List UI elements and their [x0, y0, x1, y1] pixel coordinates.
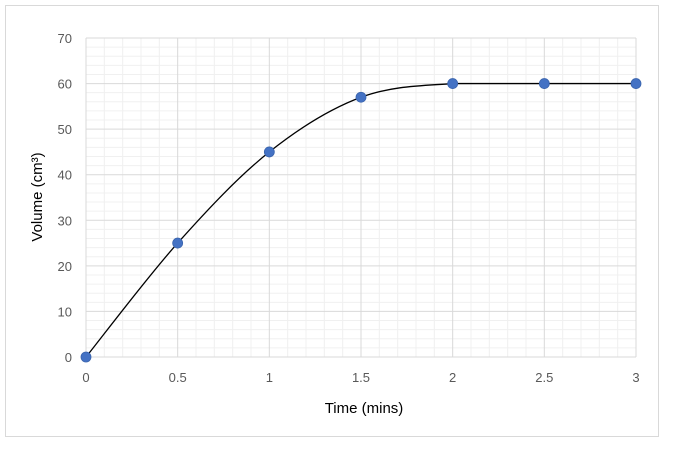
data-point — [172, 237, 184, 249]
points-layer — [80, 78, 642, 363]
x-tick-labels: 0 0.5 1 1.5 2 2.5 3 — [82, 370, 639, 385]
y-tick-label: 0 — [65, 350, 72, 365]
data-point — [447, 78, 459, 89]
y-tick-label: 30 — [58, 213, 72, 228]
y-tick-label: 10 — [58, 304, 72, 319]
x-tick-label: 2.5 — [535, 370, 553, 385]
x-tick-label: 2 — [449, 370, 456, 385]
data-point — [355, 91, 367, 103]
data-point — [538, 78, 550, 89]
y-tick-label: 60 — [58, 77, 72, 92]
y-tick-label: 50 — [58, 122, 72, 137]
x-tick-label: 0 — [82, 370, 89, 385]
chart-frame — [5, 5, 659, 437]
x-tick-label: 1 — [266, 370, 273, 385]
data-point — [80, 351, 92, 363]
major-grid — [85, 37, 637, 358]
y-tick-labels: 0 10 20 30 40 50 60 70 — [58, 31, 72, 365]
data-point — [263, 146, 275, 158]
x-axis-title: Time (mins) — [325, 400, 404, 417]
data-point — [630, 78, 642, 89]
y-tick-label: 40 — [58, 168, 72, 183]
y-tick-label: 20 — [58, 259, 72, 274]
x-tick-label: 3 — [632, 370, 639, 385]
x-tick-label: 1.5 — [352, 370, 370, 385]
x-tick-label: 0.5 — [169, 370, 187, 385]
y-axis-title: Volume (cm³) — [29, 152, 46, 241]
y-tick-label: 70 — [58, 31, 72, 46]
